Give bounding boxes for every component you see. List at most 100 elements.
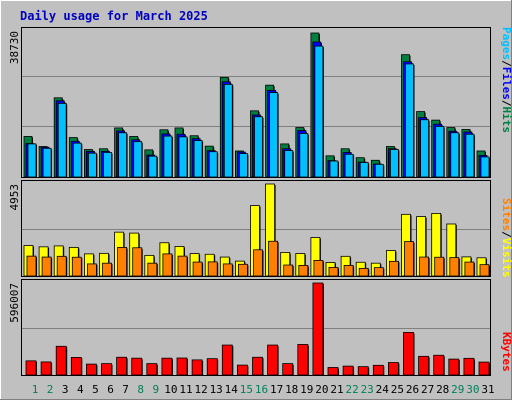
bar-sites-day-31 [479,264,490,277]
day-label-2: 2 [47,383,54,396]
bar-pages-day-12 [193,140,203,178]
day-label-28: 28 [436,383,449,396]
legend-kbytes: KBytes [500,332,512,372]
bar-pages-day-19 [299,133,309,178]
bar-kbytes-day-16 [252,356,263,376]
bar-sites-day-3 [56,255,67,277]
bars-traffic [22,32,490,179]
bar-pages-day-6 [103,152,112,178]
bar-pages-day-7 [118,132,127,178]
day-label-23: 23 [361,383,374,396]
bar-pages-day-20 [314,45,324,178]
ymax-label-volume: 596007 [8,283,21,323]
day-label-26: 26 [406,383,419,396]
bar-kbytes-day-11 [176,357,188,376]
bar-sites-day-21 [328,267,339,277]
bar-pages-day-14 [223,84,233,178]
side-legend-traffic: Pages/Files/Hits [500,27,512,133]
bar-pages-day-29 [450,132,460,178]
bar-kbytes-day-8 [131,357,143,376]
day-label-27: 27 [421,383,434,396]
bar-sites-day-29 [449,257,460,277]
bar-kbytes-day-30 [463,357,475,376]
bar-pages-day-18 [284,150,294,178]
bar-kbytes-day-19 [297,344,309,376]
legend-files: Files [500,67,512,100]
bar-sites-day-12 [192,261,203,277]
day-label-8: 8 [137,383,144,396]
day-label-17: 17 [270,383,283,396]
bar-pages-day-21 [329,160,339,178]
day-label-5: 5 [92,383,99,396]
bar-pages-day-23 [359,162,369,178]
day-label-30: 30 [466,383,479,396]
bar-kbytes-day-31 [478,361,490,376]
bar-pages-day-26 [405,63,414,178]
bar-sites-day-25 [388,260,399,277]
day-label-13: 13 [210,383,223,396]
bar-pages-day-5 [88,152,97,178]
bar-pages-day-28 [435,126,445,178]
bar-sites-day-9 [147,262,158,277]
bar-pages-day-13 [208,151,218,178]
bar-sites-day-13 [207,261,218,277]
bar-pages-day-2 [42,147,52,178]
bar-pages-day-31 [480,156,490,178]
bar-kbytes-day-1 [25,360,37,376]
day-label-24: 24 [376,383,390,396]
panel-visits: 4953 Sites/Visits [8,180,512,278]
day-labels: 1 2 3 4 5 6 7 8 9 10 11 12 13 14 15 16 17 18 19 20 21 22 23 24 2… [32,383,495,396]
bar-sites-day-8 [132,247,143,277]
day-label-18: 18 [285,383,298,396]
bar-sites-day-7 [117,246,127,277]
legend-pages: Pages [500,27,512,60]
day-label-7: 7 [122,383,129,396]
bar-sites-day-23 [358,267,369,277]
legend-sites: Sites [500,198,512,231]
bar-sites-day-16 [253,249,263,277]
bar-kbytes-day-24 [372,364,384,376]
bar-sites-day-15 [237,263,248,277]
day-label-10: 10 [164,383,177,396]
bar-sites-day-5 [87,263,97,277]
bar-pages-day-1 [27,143,37,178]
bar-kbytes-day-22 [342,365,354,376]
bar-pages-day-3 [57,102,67,178]
day-label-22: 22 [345,383,358,396]
bar-sites-day-22 [343,265,354,277]
legend-sep-3: / [500,231,512,238]
panel-volume: 596007 KBytes [8,279,512,376]
bar-pages-day-8 [133,141,143,178]
day-label-31: 31 [481,383,494,396]
bar-kbytes-day-10 [161,357,173,376]
legend-hits: Hits [500,107,512,134]
bar-sites-day-24 [373,267,384,277]
ymax-label-visits: 4953 [8,184,21,211]
bar-sites-day-10 [162,253,173,277]
bar-kbytes-day-13 [206,358,218,376]
bar-pages-day-11 [178,136,188,178]
day-label-25: 25 [391,383,404,396]
bar-sites-day-17 [268,240,279,277]
bar-sites-day-4 [71,256,82,277]
bar-kbytes-day-23 [357,366,369,376]
side-legend-visits: Sites/Visits [500,198,512,278]
bar-kbytes-day-25 [387,362,399,376]
bar-kbytes-day-29 [448,358,460,376]
bar-kbytes-day-6 [101,363,112,376]
bar-kbytes-day-28 [433,354,445,376]
ymax-label-traffic: 38730 [8,31,21,64]
bar-kbytes-day-7 [116,356,127,376]
day-label-14: 14 [225,383,239,396]
bar-kbytes-day-17 [267,344,279,376]
panel-traffic: 38730 Pages/Files/Hits [8,27,512,179]
legend-sep-1: / [500,60,512,67]
legend-visits: Visits [500,238,512,278]
bar-pages-day-27 [420,119,430,178]
bar-kbytes-day-18 [282,363,294,376]
bar-kbytes-day-27 [418,355,430,376]
day-label-15: 15 [240,383,253,396]
day-label-6: 6 [107,383,114,396]
bar-sites-day-26 [404,241,414,277]
bar-kbytes-day-14 [221,344,233,376]
